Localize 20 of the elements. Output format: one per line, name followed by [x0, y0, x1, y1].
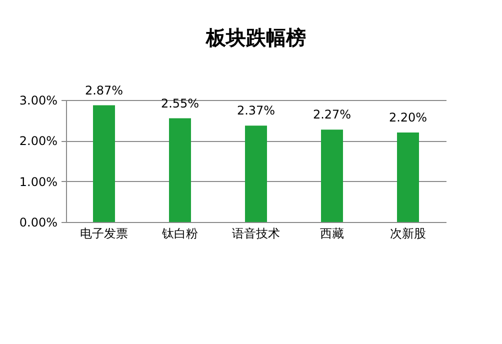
x-tick-label: 语音技术	[232, 226, 280, 240]
x-tick-label: 西藏	[320, 226, 344, 240]
data-label: 2.27%	[312, 108, 352, 122]
bar	[397, 132, 419, 222]
bar	[245, 126, 267, 222]
bar	[321, 130, 343, 222]
bar	[169, 118, 191, 222]
y-tick-label: 1.00%	[19, 174, 58, 189]
y-tick-label: 0.00%	[19, 216, 58, 230]
data-label: 2.20%	[388, 110, 428, 125]
y-tick-label: 2.00%	[19, 134, 58, 148]
x-tick-label: 次新股	[390, 226, 426, 240]
x-tick-label: 钛白粉	[161, 226, 198, 240]
x-tick-label: 电子发票	[80, 226, 128, 240]
chart-title: 板块跌幅榜	[205, 25, 306, 50]
data-label: 2.55%	[160, 96, 200, 110]
data-label: 2.87%	[84, 83, 124, 98]
data-label: 2.37%	[236, 104, 276, 118]
y-tick-label: 3.00%	[19, 94, 58, 108]
bar	[93, 105, 115, 222]
